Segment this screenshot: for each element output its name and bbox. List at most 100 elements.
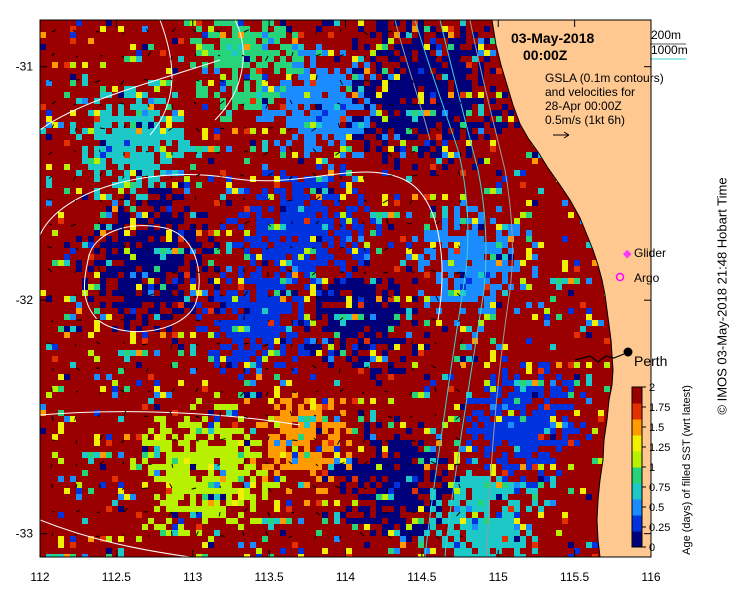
- sst-cell: [454, 188, 460, 194]
- sst-cell: [160, 62, 166, 68]
- sst-cell: [484, 212, 490, 218]
- sst-cell: [274, 164, 280, 170]
- sst-cell: [520, 260, 526, 266]
- sst-cell: [202, 266, 208, 272]
- sst-cell: [430, 164, 436, 170]
- sst-cell: [190, 212, 196, 218]
- sst-cell: [142, 32, 148, 38]
- sst-cell: [106, 44, 112, 50]
- sst-cell: [112, 224, 118, 230]
- sst-cell: [130, 206, 136, 212]
- sst-cell: [340, 236, 346, 242]
- sst-cell: [322, 272, 328, 278]
- sst-cell: [364, 230, 370, 236]
- sst-cell: [46, 68, 52, 74]
- sst-cell: [58, 272, 64, 278]
- sst-cell: [46, 302, 52, 308]
- sst-cell: [148, 266, 154, 272]
- sst-cell: [202, 242, 208, 248]
- sst-cell: [112, 26, 118, 32]
- sst-cell: [142, 38, 148, 44]
- sst-cell: [40, 266, 46, 272]
- sst-cell: [94, 290, 100, 296]
- sst-cell: [412, 248, 418, 254]
- sst-cell: [244, 20, 250, 26]
- sst-cell: [136, 272, 142, 278]
- sst-cell: [454, 32, 460, 38]
- sst-cell: [442, 194, 448, 200]
- sst-cell: [340, 110, 346, 116]
- sst-cell: [298, 26, 304, 32]
- sst-cell: [142, 296, 148, 302]
- sst-cell: [448, 116, 454, 122]
- sst-cell: [46, 50, 52, 56]
- sst-cell: [208, 152, 214, 158]
- sst-cell: [274, 116, 280, 122]
- sst-cell: [298, 38, 304, 44]
- sst-cell: [394, 86, 400, 92]
- sst-cell: [88, 146, 94, 152]
- sst-cell: [220, 230, 226, 236]
- sst-cell: [508, 110, 514, 116]
- sst-cell: [466, 278, 472, 284]
- sst-cell: [328, 284, 334, 290]
- sst-cell: [532, 218, 538, 224]
- sst-cell: [106, 242, 112, 248]
- sst-cell: [352, 128, 358, 134]
- sst-cell: [334, 212, 340, 218]
- sst-cell: [154, 284, 160, 290]
- sst-cell: [322, 50, 328, 56]
- sst-cell: [478, 56, 484, 62]
- sst-cell: [184, 236, 190, 242]
- sst-cell: [112, 194, 118, 200]
- sst-cell: [58, 182, 64, 188]
- sst-cell: [208, 170, 214, 176]
- sst-cell: [400, 170, 406, 176]
- sst-cell: [262, 80, 268, 86]
- sst-cell: [478, 80, 484, 86]
- sst-cell: [532, 182, 538, 188]
- sst-cell: [160, 242, 166, 248]
- sst-cell: [310, 278, 316, 284]
- sst-cell: [496, 104, 502, 110]
- sst-cell: [502, 212, 508, 218]
- sst-cell: [40, 104, 46, 110]
- sst-cell: [160, 272, 166, 278]
- sst-cell: [454, 110, 460, 116]
- sst-cell: [250, 98, 256, 104]
- sst-cell: [166, 230, 172, 236]
- sst-cell: [226, 194, 232, 200]
- sst-cell: [118, 284, 124, 290]
- sst-cell: [532, 266, 538, 272]
- sst-cell: [322, 296, 328, 302]
- sst-cell: [52, 146, 58, 152]
- sst-cell: [184, 44, 190, 50]
- sst-cell: [118, 164, 124, 170]
- sst-cell: [88, 260, 94, 266]
- sst-cell: [40, 26, 46, 32]
- sst-cell: [208, 26, 214, 32]
- sst-cell: [298, 122, 304, 128]
- sst-cell: [226, 242, 232, 248]
- sst-cell: [502, 134, 508, 140]
- sst-cell: [262, 140, 268, 146]
- sst-cell: [562, 206, 568, 212]
- sst-cell: [244, 266, 250, 272]
- sst-cell: [562, 224, 568, 230]
- sst-cell: [580, 236, 586, 242]
- sst-cell: [94, 128, 100, 134]
- sst-cell: [298, 104, 304, 110]
- sst-cell: [208, 182, 214, 188]
- sst-cell: [226, 308, 232, 314]
- sst-cell: [346, 272, 352, 278]
- sst-cell: [454, 146, 460, 152]
- sst-cell: [364, 290, 370, 296]
- sst-cell: [310, 50, 316, 56]
- sst-cell: [406, 134, 412, 140]
- sst-cell: [238, 188, 244, 194]
- sst-cell: [130, 74, 136, 80]
- sst-cell: [370, 140, 376, 146]
- sst-cell: [190, 188, 196, 194]
- sst-cell: [316, 68, 322, 74]
- sst-cell: [340, 62, 346, 68]
